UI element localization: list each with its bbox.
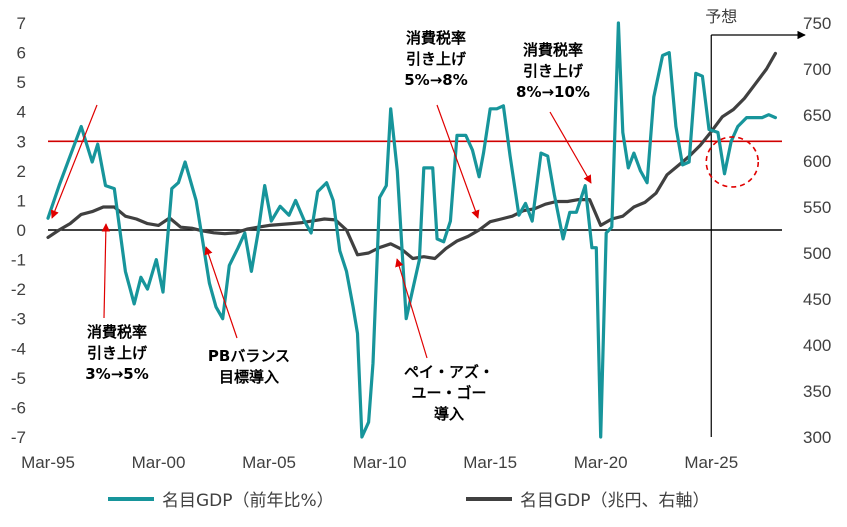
annotation-arrow bbox=[204, 246, 238, 339]
series-line bbox=[46, 21, 777, 439]
y-left-tick-label: 7 bbox=[17, 14, 26, 33]
y-left-tick-label: -7 bbox=[11, 428, 26, 447]
y-right-tick-label: 450 bbox=[803, 290, 831, 309]
y-axis-left: 7 6 5 4 3 2 1 0 -1 -2 -3 -4 -5 -6 -7 bbox=[11, 14, 26, 447]
annotation-line: 8%→10% bbox=[516, 83, 590, 101]
annotation-hike-5-to-8: 消費税率引き上げ 5%→8% bbox=[404, 29, 480, 219]
annotation-arrow bbox=[50, 104, 98, 219]
y-left-tick-label: 0 bbox=[17, 221, 26, 240]
y-right-tick-label: 650 bbox=[803, 106, 831, 125]
y-right-tick-label: 400 bbox=[803, 336, 831, 355]
y-left-tick-label: -1 bbox=[11, 251, 26, 270]
annotation-arrow bbox=[549, 111, 592, 184]
legend-label-growth: 名目GDP（前年比%） bbox=[162, 491, 334, 511]
legend-label-level: 名目GDP（兆円、右軸） bbox=[520, 491, 710, 511]
annotation-line: 導入 bbox=[434, 405, 464, 423]
x-tick-label: Mar-05 bbox=[242, 453, 296, 472]
y-right-tick-label: 500 bbox=[803, 244, 831, 263]
annotation-line: 引き上げ bbox=[87, 344, 148, 362]
annotation-hike-8-to-10: 消費税率引き上げ 8%→10% bbox=[516, 41, 592, 184]
svg-text:ペイ・アズ・ユー・ゴー導入: ペイ・アズ・ユー・ゴー導入 bbox=[404, 363, 494, 423]
x-tick-label: Mar-20 bbox=[574, 453, 628, 472]
y-left-tick-label: -5 bbox=[11, 369, 26, 388]
annotation-arrow bbox=[436, 104, 480, 219]
y-right-tick-label: 550 bbox=[803, 198, 831, 217]
forecast-label: 予想 bbox=[705, 7, 737, 26]
annotation-line: 3%→5% bbox=[85, 365, 149, 383]
y-left-tick-label: 1 bbox=[17, 191, 26, 210]
y-right-tick-label: 700 bbox=[803, 60, 831, 79]
annotation-line: 引き上げ bbox=[406, 50, 467, 68]
legend-swatch-level bbox=[466, 496, 512, 501]
annotation-pb-target: PBバランス目標導入 bbox=[204, 246, 290, 386]
annotation-arrow bbox=[395, 258, 428, 359]
annotation-hike-3-to-5: 消費税率引き上げ 3%→5% bbox=[50, 104, 149, 383]
y-left-tick-label: 6 bbox=[17, 44, 26, 63]
y-left-tick-label: -2 bbox=[11, 280, 26, 299]
x-axis: Mar-95 Mar-00 Mar-05 Mar-10 Mar-15 Mar-20 Mar-… bbox=[21, 453, 738, 472]
y-right-tick-label: 300 bbox=[803, 428, 831, 447]
annotation-arrow bbox=[101, 223, 111, 319]
y-right-tick-label: 350 bbox=[803, 382, 831, 401]
annotation-line: ペイ・アズ・ bbox=[404, 363, 494, 381]
x-tick-label: Mar-00 bbox=[132, 453, 186, 472]
annotation-line: 引き上げ bbox=[523, 62, 584, 80]
forecast-highlight-circle bbox=[705, 136, 760, 188]
annotation-line: 消費税率 bbox=[406, 29, 466, 47]
y-left-tick-label: -6 bbox=[11, 398, 26, 417]
series-growth-line bbox=[46, 21, 777, 439]
y-axis-right: 750 700 650 600 550 500 450 400 350 300 bbox=[803, 14, 831, 447]
forecast-marker: 予想 bbox=[705, 7, 806, 437]
annotation-line: 消費税率 bbox=[87, 323, 147, 341]
legend-item-level: 名目GDP（兆円、右軸） bbox=[466, 486, 710, 511]
y-left-tick-label: 4 bbox=[17, 103, 26, 122]
annotation-line: PBバランス bbox=[208, 347, 290, 365]
x-tick-label: Mar-10 bbox=[353, 453, 407, 472]
annotation-line: 5%→8% bbox=[404, 71, 468, 89]
y-left-tick-label: -4 bbox=[11, 339, 26, 358]
x-tick-label: Mar-15 bbox=[463, 453, 517, 472]
x-tick-label: Mar-95 bbox=[21, 453, 75, 472]
annotation-line: 目標導入 bbox=[219, 368, 279, 386]
y-left-tick-label: 2 bbox=[17, 162, 26, 181]
legend-item-growth: 名目GDP（前年比%） bbox=[108, 486, 334, 511]
legend-swatch-growth bbox=[108, 496, 154, 501]
x-tick-label: Mar-25 bbox=[684, 453, 738, 472]
annotation-line: ユー・ゴー bbox=[411, 384, 486, 402]
y-right-tick-label: 750 bbox=[803, 14, 831, 33]
annotation-line: 消費税率 bbox=[523, 41, 583, 59]
svg-text:PBバランス目標導入: PBバランス目標導入 bbox=[208, 347, 290, 386]
y-left-tick-label: 5 bbox=[17, 73, 26, 92]
y-right-tick-label: 600 bbox=[803, 152, 831, 171]
y-left-tick-label: -3 bbox=[11, 310, 26, 329]
y-left-tick-label: 3 bbox=[17, 132, 26, 151]
legend: 名目GDP（前年比%） 名目GDP（兆円、右軸） bbox=[0, 480, 847, 520]
annotation-pay-as-you-go: ペイ・アズ・ユー・ゴー導入 bbox=[395, 258, 494, 423]
